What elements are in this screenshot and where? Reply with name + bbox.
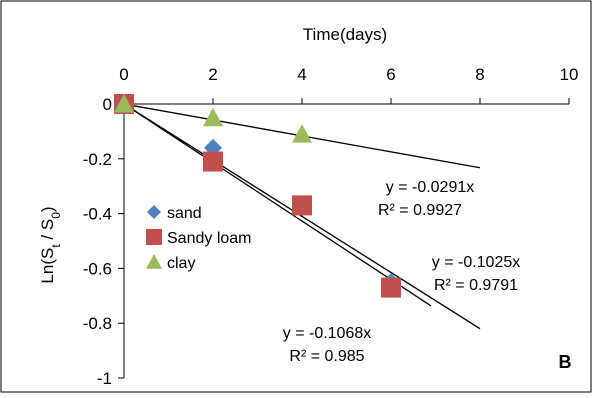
legend-item-sand: sand <box>147 205 202 222</box>
legend: sand Sandy loam clay <box>146 205 252 272</box>
trend-label-sandy-loam: y = -0.1025x R² = 0.9791 <box>432 254 521 294</box>
x-axis-title: Time(days) <box>303 25 387 44</box>
trend-r2-sandy-loam: R² = 0.9791 <box>434 277 518 294</box>
y-tick-label: -0.2 <box>83 150 112 169</box>
marker-sandy-loam <box>203 151 223 172</box>
legend-items: sand Sandy loam clay <box>146 205 252 272</box>
marker-sandy-loam <box>292 195 312 216</box>
markers <box>114 94 401 298</box>
trend-label-sand: y = -0.1068x R² = 0.985 <box>283 325 372 365</box>
legend-label: clay <box>167 255 195 272</box>
x-tick-label: 2 <box>208 65 217 84</box>
x-tick-label: 4 <box>297 65 306 84</box>
trend-label-clay: y = -0.0291x R² = 0.9927 <box>378 179 474 219</box>
y-tick-label: -0.8 <box>83 314 112 333</box>
y-title-part-1: Ln(S <box>38 248 57 284</box>
trend-equation-clay: y = -0.0291x <box>386 179 475 196</box>
legend-marker <box>146 229 162 245</box>
axes: 0 2 4 6 8 10 0 -0.2 -0.4 -0.6 -0.8 -1 <box>83 65 579 388</box>
x-tick-label: 10 <box>560 65 579 84</box>
legend-label: Sandy loam <box>167 230 252 247</box>
legend-marker <box>146 254 162 269</box>
marker-clay <box>292 124 312 143</box>
marker-clay <box>203 107 223 127</box>
x-tick-label: 8 <box>475 65 484 84</box>
legend-marker <box>147 205 161 219</box>
trendline-sand <box>123 103 432 307</box>
trend-equation-sandy-loam: y = -0.1025x <box>432 254 521 271</box>
legend-item-clay: clay <box>146 254 195 272</box>
y-title-part-2: / S <box>38 219 57 245</box>
x-tick-label: 0 <box>119 65 128 84</box>
trendline-sandy-loam <box>123 103 481 330</box>
panel-label: B <box>559 352 572 372</box>
y-title-part-3: ) <box>38 206 57 212</box>
legend-item-sandy-loam: Sandy loam <box>146 229 252 247</box>
y-tick-label: 0 <box>103 95 112 114</box>
y-tick-label: -0.6 <box>83 259 112 278</box>
trend-r2-clay: R² = 0.9927 <box>378 202 462 219</box>
y-tick-label: -1 <box>97 369 112 388</box>
y-tick-label: -0.4 <box>83 205 112 224</box>
trend-r2-sand: R² = 0.985 <box>289 348 364 365</box>
y-axis-title: Ln(St / S0) <box>38 206 63 283</box>
y-title-sub-t: t <box>49 244 63 248</box>
marker-clay <box>114 94 134 113</box>
marker-sandy-loam <box>381 277 401 298</box>
y-title-sub-0: 0 <box>49 212 63 219</box>
x-tick-label: 6 <box>386 65 395 84</box>
trend-equation-sand: y = -0.1068x <box>283 325 372 342</box>
legend-label: sand <box>167 205 202 222</box>
